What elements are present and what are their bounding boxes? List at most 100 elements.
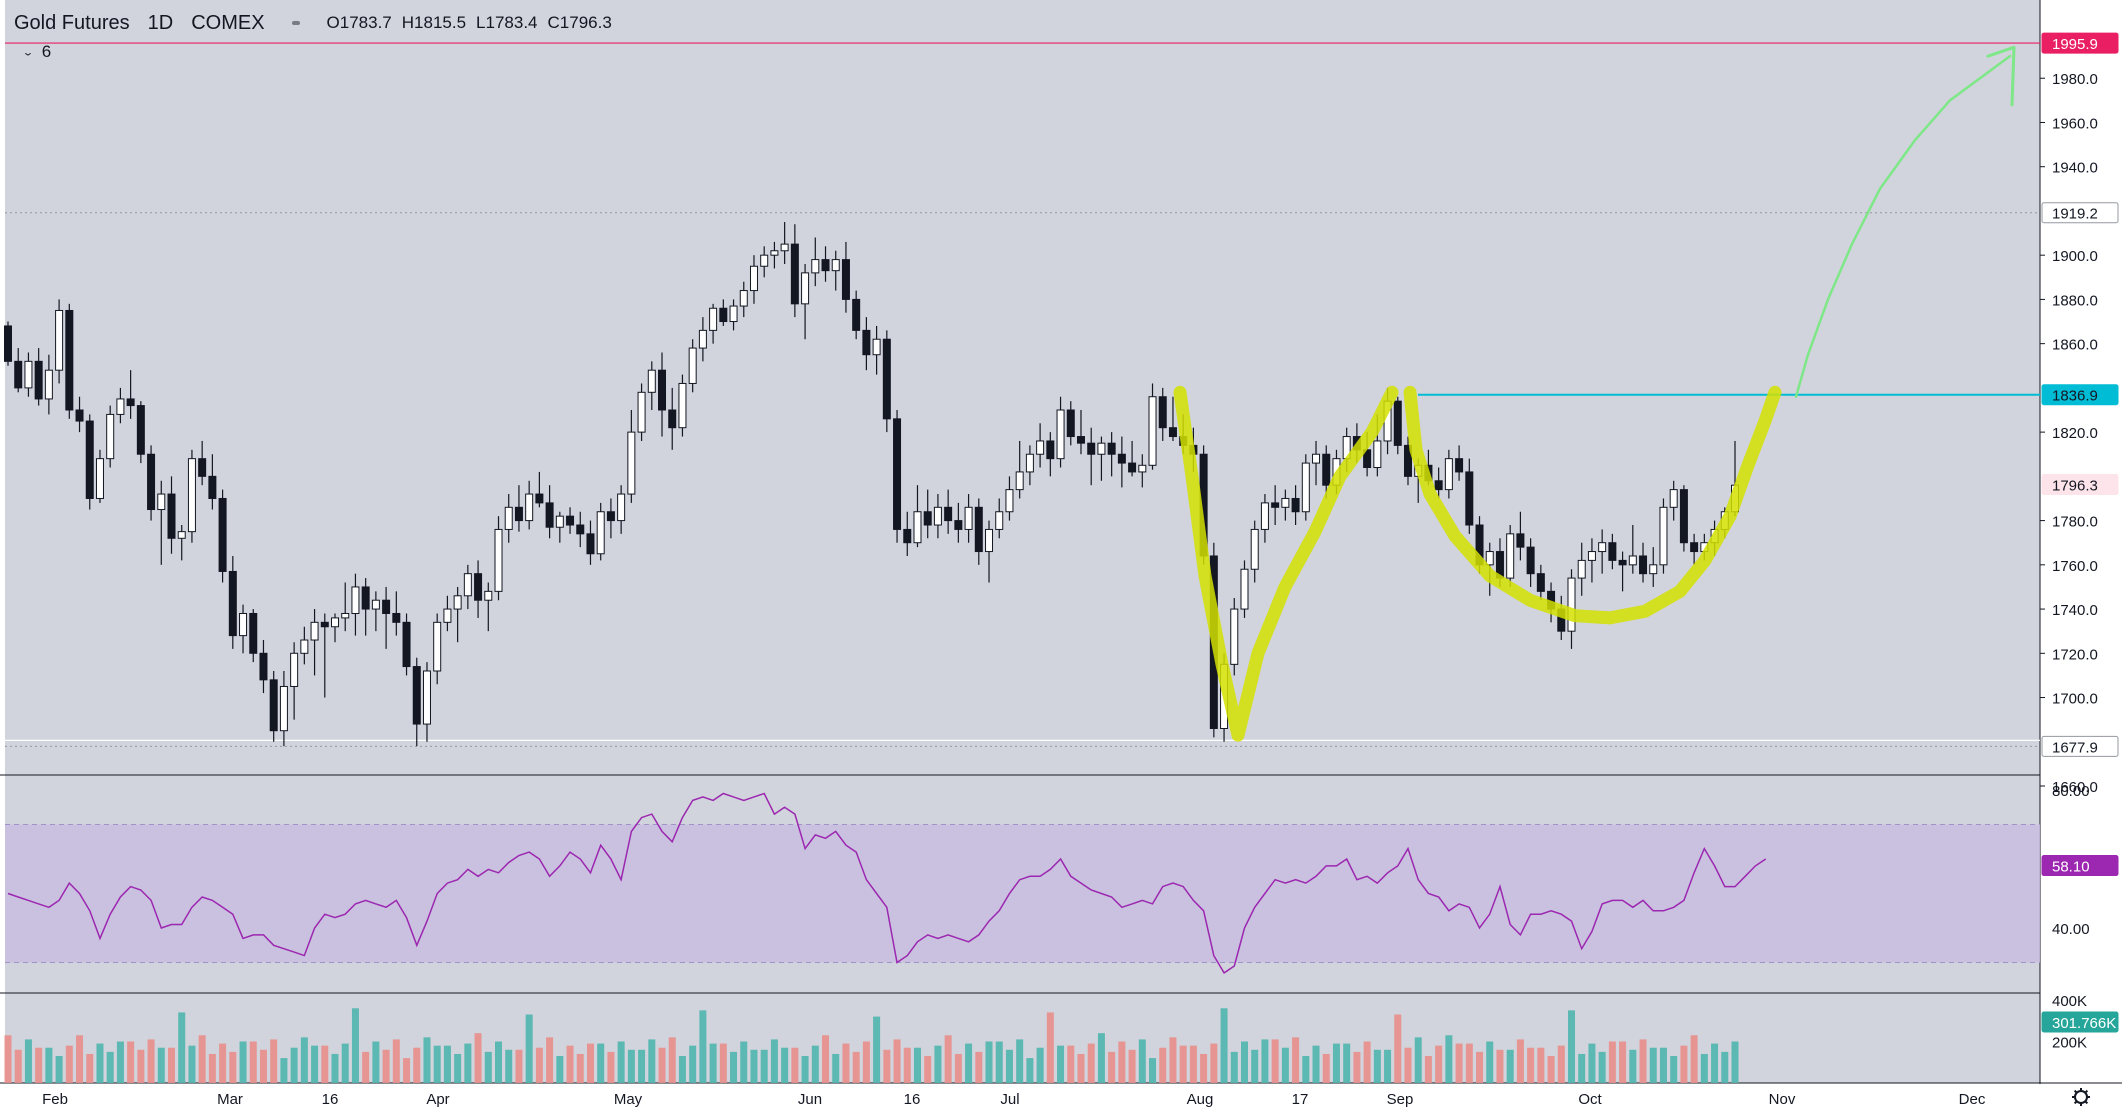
price-tick-label: 1740.0 <box>2052 602 2098 619</box>
timeframe-label[interactable]: 1D <box>147 11 174 34</box>
neckline-price-label: 1836.9 <box>2041 384 2119 406</box>
candle-body <box>1598 542 1607 553</box>
cup-highlight <box>1403 385 1782 625</box>
volume-bar <box>535 1047 543 1083</box>
rsi-tick-label: 40.00 <box>2052 921 2090 938</box>
status-dot-icon <box>286 15 305 31</box>
price-tick-label: 1660.0 <box>2052 779 2098 796</box>
volume-bar <box>1016 1039 1024 1083</box>
candle-body <box>1526 546 1535 575</box>
candle <box>954 502 963 543</box>
candle <box>167 476 176 554</box>
volume-bar <box>1251 1049 1259 1083</box>
indicator-toggle[interactable]: ⌄ 6 <box>22 42 51 62</box>
volume-bar <box>1680 1045 1688 1083</box>
candle <box>668 387 677 450</box>
volume-bars <box>4 1008 1739 1083</box>
candle-body <box>433 621 442 672</box>
volume-bar <box>913 1047 921 1083</box>
candle <box>1148 383 1157 470</box>
volume-bar <box>413 1047 421 1083</box>
time-tick-label: Jul <box>1000 1091 1019 1108</box>
volume-bar <box>403 1058 411 1083</box>
volume-bar <box>1649 1047 1657 1083</box>
candle-body <box>85 420 94 499</box>
volume-bar <box>484 1051 492 1083</box>
candle <box>463 564 472 610</box>
candle <box>433 613 442 685</box>
volume-bar <box>423 1037 431 1083</box>
candle-body <box>821 259 830 272</box>
candle-body <box>177 531 186 539</box>
candle-body <box>811 259 820 274</box>
candle-body <box>1271 502 1280 508</box>
candle-body <box>1455 458 1464 473</box>
time-tick-label: Mar <box>217 1091 243 1108</box>
volume-bar <box>116 1041 124 1083</box>
volume-bar <box>740 1041 748 1083</box>
candle-body <box>1485 551 1494 566</box>
candle <box>913 485 922 548</box>
price-tick-label: 1980.0 <box>2052 71 2098 88</box>
volume-value-label-text: 301.766K <box>2052 1015 2116 1032</box>
time-tick-label: Sep <box>1387 1091 1414 1108</box>
candle-body <box>1567 577 1576 632</box>
volume-bar <box>188 1045 196 1083</box>
candle-body <box>259 652 268 681</box>
volume-bar <box>995 1041 1003 1083</box>
volume-bar <box>822 1035 830 1083</box>
candle-body <box>1690 542 1699 553</box>
time-tick-label: Oct <box>1578 1091 1602 1108</box>
candle <box>106 405 115 468</box>
candle <box>412 657 421 747</box>
volume-bar <box>321 1045 329 1083</box>
volume-bar <box>1557 1045 1565 1083</box>
symbol-name[interactable]: Gold Futures <box>14 11 130 34</box>
volume-bar <box>1455 1043 1463 1083</box>
volume-bar <box>525 1014 533 1083</box>
volume-bar <box>127 1041 135 1083</box>
volume-bar <box>1077 1053 1085 1083</box>
projection-arrow-line <box>1794 54 2012 398</box>
rsi-tick-label: 80.00 <box>2052 783 2090 800</box>
candle-body <box>872 338 881 356</box>
candle <box>85 414 94 510</box>
volume-bar <box>372 1041 380 1083</box>
volume-bar <box>1046 1012 1054 1083</box>
candle-body <box>1393 400 1402 446</box>
candle <box>1036 423 1045 468</box>
candle <box>1260 494 1269 543</box>
candle <box>157 480 166 565</box>
candle <box>933 494 942 539</box>
candle <box>1107 432 1116 477</box>
candle-body <box>443 608 452 623</box>
candle <box>1444 449 1453 499</box>
volume-bar <box>1567 1010 1575 1083</box>
candle-body <box>1608 542 1617 561</box>
candle <box>749 255 758 304</box>
candle <box>729 299 738 331</box>
neckline-price-label-box <box>2041 384 2119 406</box>
volume-bar <box>1332 1043 1340 1083</box>
candle-body <box>382 599 391 614</box>
candle-body <box>1669 489 1678 508</box>
volume-bar <box>443 1045 451 1083</box>
candle <box>341 582 350 632</box>
candle <box>402 613 411 676</box>
low-price-label-text: 1677.9 <box>2052 739 2098 756</box>
candle <box>1690 533 1699 565</box>
candle <box>218 489 227 583</box>
resistance-price-label-box <box>2041 32 2119 54</box>
rsi-band <box>5 824 2040 963</box>
candle <box>239 604 248 654</box>
gear-icon[interactable] <box>2072 1088 2090 1106</box>
candle-body <box>1577 559 1586 579</box>
time-tick-label: Nov <box>1769 1091 1796 1108</box>
time-tick-label: Apr <box>426 1091 449 1108</box>
volume-bar <box>842 1043 850 1083</box>
volume-bar <box>259 1049 267 1083</box>
candle-body <box>1312 453 1321 464</box>
candle-body <box>801 272 810 305</box>
candle-body <box>1107 442 1116 455</box>
